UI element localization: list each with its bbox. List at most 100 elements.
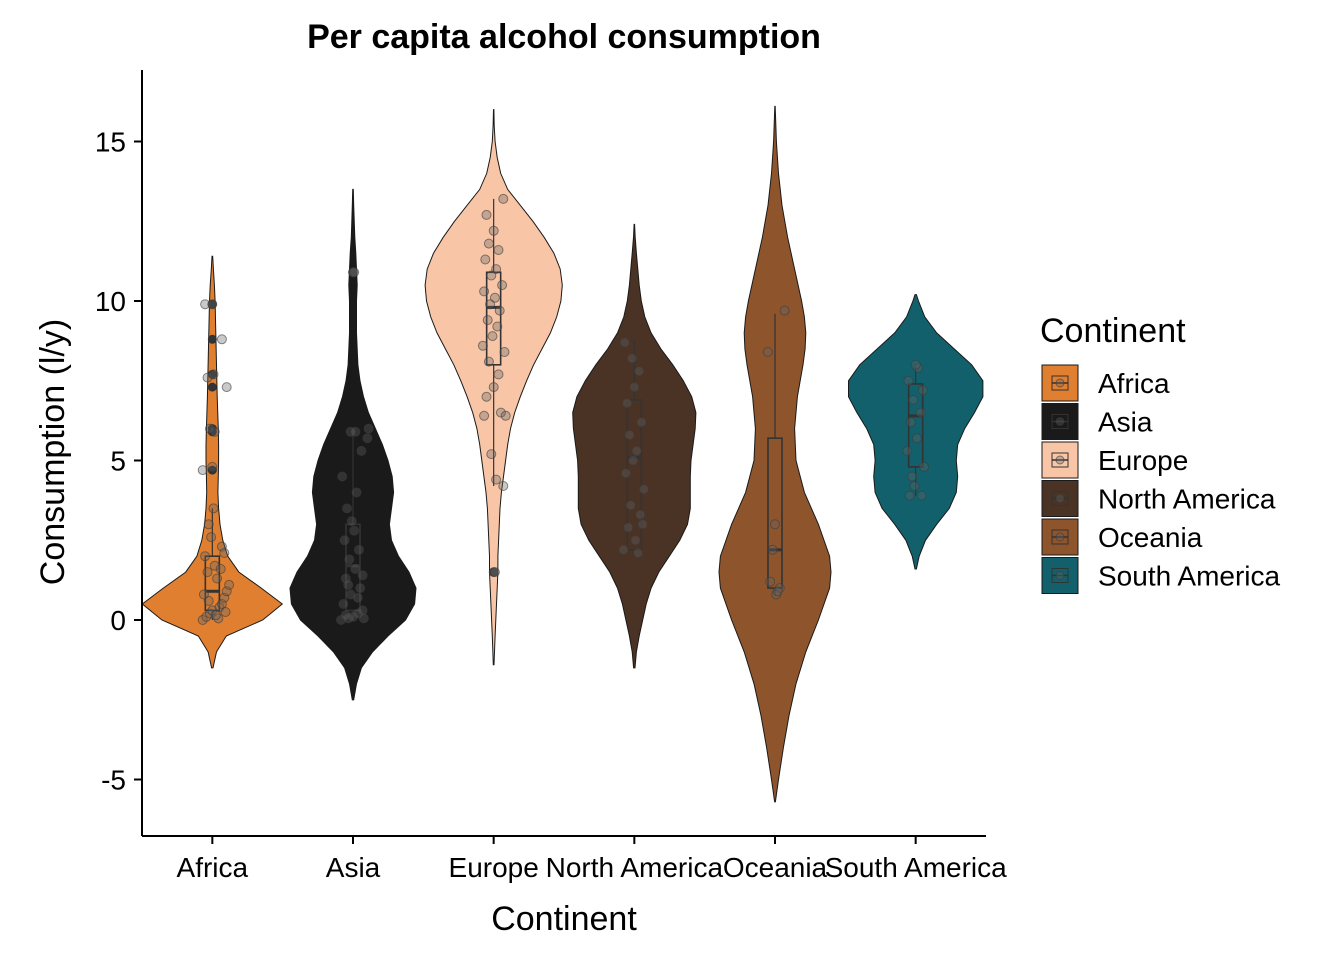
legend-swatch-box	[1051, 491, 1069, 506]
box-iqr	[204, 555, 221, 612]
y-axis-title: Consumption (l/y)	[34, 319, 72, 585]
data-point	[486, 449, 497, 460]
data-point	[493, 369, 504, 380]
data-point	[905, 417, 916, 428]
data-point	[338, 599, 349, 609]
data-point	[479, 286, 490, 297]
data-point	[632, 548, 643, 558]
y-tick-label: 15	[95, 127, 126, 158]
box-outlier	[207, 465, 217, 475]
plot-area	[141, 105, 984, 803]
x-tick-label: Africa	[177, 852, 249, 883]
data-point	[220, 607, 231, 617]
data-point	[908, 394, 919, 405]
data-point	[340, 610, 351, 621]
data-point	[337, 471, 348, 482]
data-point	[902, 445, 913, 456]
violin-group	[848, 294, 984, 570]
data-point	[216, 334, 227, 345]
legend-swatch-box	[1051, 375, 1069, 391]
x-tick-label: Oceania	[723, 852, 828, 883]
data-point	[619, 337, 630, 348]
data-point	[207, 299, 218, 310]
data-point	[350, 426, 361, 437]
data-point	[200, 551, 211, 562]
data-point	[909, 481, 920, 491]
data-point	[207, 461, 218, 472]
data-point	[497, 280, 508, 291]
data-point	[215, 564, 226, 574]
legend-item: Oceania	[1041, 518, 1203, 556]
legend-swatch-point	[1055, 571, 1065, 580]
data-point	[202, 567, 213, 578]
legend-label: Oceania	[1098, 522, 1203, 553]
x-tick-label: South America	[825, 852, 1008, 883]
data-point	[349, 525, 360, 536]
y-tick-label: -5	[101, 765, 126, 796]
data-point	[628, 455, 639, 466]
data-point	[631, 445, 642, 456]
data-point	[352, 592, 363, 603]
box-outlier	[207, 382, 217, 392]
box-outlier	[348, 267, 358, 277]
data-point	[477, 340, 488, 351]
violin-group	[141, 255, 284, 669]
legend-item: Asia	[1041, 403, 1153, 440]
legend-label: Africa	[1098, 368, 1170, 399]
legend-label: North America	[1098, 484, 1276, 515]
data-point	[351, 487, 362, 498]
data-point	[910, 359, 921, 370]
data-point	[622, 398, 633, 409]
data-point	[635, 509, 646, 520]
data-point	[488, 382, 499, 393]
data-point	[779, 305, 790, 316]
legend-swatch-box	[1051, 529, 1069, 545]
legend-label: Europe	[1098, 445, 1188, 476]
y-tick-label: 0	[110, 605, 126, 636]
data-point	[492, 321, 503, 332]
data-point	[224, 579, 235, 590]
data-point	[629, 382, 640, 393]
legend-swatch-box	[1051, 414, 1069, 429]
violin-shape	[848, 294, 984, 570]
legend: Continent Africa Asia Europe North America O…	[1040, 312, 1281, 594]
data-point	[357, 570, 368, 581]
data-point	[350, 564, 361, 574]
data-point	[206, 532, 217, 543]
data-point	[221, 382, 232, 393]
data-point	[202, 372, 213, 383]
data-point	[203, 519, 214, 530]
data-point	[638, 484, 649, 495]
x-tick-label: Asia	[326, 852, 381, 883]
data-point	[770, 519, 780, 530]
violin-group	[572, 223, 697, 669]
data-point	[493, 245, 504, 255]
data-point	[917, 385, 928, 396]
box-outlier	[207, 369, 217, 379]
data-point	[208, 503, 219, 514]
legend-label: Asia	[1098, 407, 1153, 438]
data-point	[911, 433, 922, 444]
data-point	[500, 410, 511, 421]
y-axis-ticks: -5 0 5 10 15	[95, 127, 142, 796]
data-point	[483, 238, 494, 249]
data-point	[358, 613, 369, 624]
data-point	[349, 267, 360, 278]
x-tick-label: North America	[546, 852, 724, 883]
data-point	[345, 589, 356, 600]
data-point	[346, 516, 357, 527]
data-point	[344, 554, 355, 565]
data-point	[219, 548, 230, 558]
data-point	[624, 430, 635, 440]
box-iqr	[907, 383, 924, 468]
data-point	[208, 369, 219, 380]
box-outlier	[489, 567, 499, 577]
x-tick-label: Europe	[449, 852, 539, 883]
data-point	[630, 535, 641, 546]
data-point	[915, 407, 926, 418]
data-point	[625, 500, 636, 511]
legend-item: Europe	[1041, 441, 1188, 479]
box-outlier	[207, 334, 217, 344]
data-point	[907, 471, 918, 482]
data-point	[618, 544, 629, 555]
